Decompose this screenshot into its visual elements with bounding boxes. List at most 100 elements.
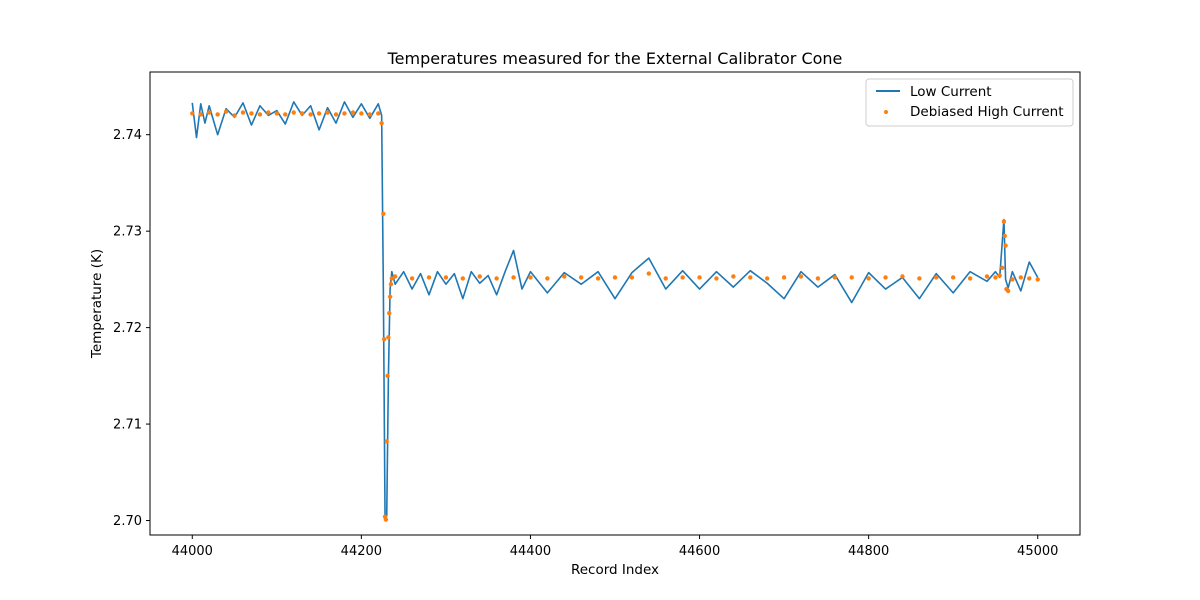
high-current-point <box>299 111 305 116</box>
high-current-point <box>1001 219 1007 224</box>
high-current-point <box>283 112 288 117</box>
series-debiased-high-current <box>190 109 1040 522</box>
high-current-point <box>578 275 584 280</box>
y-axis-label: Temperature (K) <box>89 249 105 359</box>
high-current-point <box>900 274 905 279</box>
high-current-point <box>528 275 533 280</box>
high-current-point <box>663 276 668 281</box>
high-current-point <box>511 275 516 280</box>
x-tick-label: 44800 <box>848 544 889 559</box>
high-current-point <box>376 111 381 116</box>
high-current-point <box>384 439 389 444</box>
legend-high-current-marker <box>884 110 888 114</box>
high-current-point <box>1035 277 1040 282</box>
high-current-point <box>388 282 394 287</box>
x-tick-label: 44200 <box>341 544 382 559</box>
high-current-point <box>562 274 567 279</box>
high-current-point <box>967 276 973 281</box>
high-current-point <box>984 274 990 279</box>
high-current-point <box>198 112 203 117</box>
high-current-point <box>697 275 702 280</box>
high-current-point <box>367 112 373 117</box>
high-current-point <box>680 275 685 280</box>
high-current-point <box>249 111 254 116</box>
high-current-point <box>494 276 499 281</box>
high-current-point <box>1005 288 1011 294</box>
legend: Low Current Debiased High Current <box>865 78 1074 127</box>
high-current-point <box>387 310 392 316</box>
high-current-point <box>1000 265 1005 271</box>
high-current-point <box>325 110 330 115</box>
high-current-point <box>477 274 482 279</box>
high-current-point <box>392 274 398 279</box>
high-current-point <box>997 273 1002 278</box>
high-current-point <box>612 275 618 280</box>
legend-box <box>865 78 1074 127</box>
high-current-point <box>333 112 339 117</box>
high-current-point <box>764 276 770 281</box>
x-axis: 44000 44200 44400 44600 44800 45000 <box>172 535 1058 559</box>
high-current-point <box>342 111 347 116</box>
high-current-point <box>815 276 821 281</box>
high-current-point <box>1002 233 1007 239</box>
high-current-point <box>387 294 393 299</box>
high-current-point <box>386 335 391 340</box>
high-current-point <box>1003 243 1008 248</box>
high-current-point <box>206 110 212 115</box>
high-current-point <box>443 275 449 280</box>
high-current-point <box>545 276 550 281</box>
chart-title: Temperatures measured for the External C… <box>387 49 843 68</box>
high-current-point <box>223 109 229 114</box>
high-current-point <box>629 275 635 280</box>
high-current-point <box>385 373 390 379</box>
high-current-point <box>748 275 753 280</box>
high-current-point <box>731 274 736 279</box>
x-tick-label: 44600 <box>679 544 720 559</box>
high-current-point <box>595 276 601 281</box>
high-current-point <box>274 111 280 116</box>
high-current-point <box>798 274 804 279</box>
high-current-point <box>866 276 871 281</box>
high-current-point <box>359 111 364 116</box>
y-axis: 2.70 2.71 2.72 2.73 2.74 <box>113 128 150 529</box>
high-current-point <box>381 211 386 216</box>
high-current-point <box>934 275 939 280</box>
y-tick-label: 2.71 <box>113 418 142 433</box>
y-tick-label: 2.70 <box>113 514 142 529</box>
high-current-point <box>291 110 296 115</box>
high-current-point <box>232 113 237 118</box>
high-current-point <box>308 112 313 117</box>
high-current-point <box>350 110 356 115</box>
high-current-point <box>917 276 922 281</box>
x-tick-label: 44000 <box>172 544 213 559</box>
high-current-point <box>849 275 854 280</box>
high-current-point <box>316 111 322 116</box>
high-current-point <box>215 112 220 117</box>
high-current-point <box>240 110 246 115</box>
high-current-point <box>646 271 652 276</box>
high-current-point <box>781 275 787 280</box>
high-current-point <box>1018 275 1024 280</box>
legend-low-current-label: Low Current <box>910 84 992 100</box>
high-current-point <box>950 275 956 280</box>
x-tick-label: 45000 <box>1017 544 1058 559</box>
high-current-point <box>460 276 466 281</box>
high-current-point <box>993 275 998 280</box>
high-current-point <box>266 110 271 115</box>
y-tick-label: 2.72 <box>113 321 142 336</box>
high-current-point <box>714 276 719 281</box>
high-current-point <box>381 336 387 342</box>
high-current-point <box>883 275 888 280</box>
high-current-point <box>832 275 838 280</box>
high-current-point <box>257 112 263 117</box>
x-axis-label: Record Index <box>571 562 659 578</box>
plot-frame <box>149 71 1081 536</box>
high-current-point <box>1010 277 1015 282</box>
x-tick-label: 44400 <box>510 544 551 559</box>
plot-area <box>190 101 1040 522</box>
high-current-point <box>383 517 389 522</box>
y-tick-label: 2.74 <box>113 128 142 143</box>
high-current-point <box>1027 276 1032 281</box>
legend-high-current-label: Debiased High Current <box>910 104 1064 120</box>
